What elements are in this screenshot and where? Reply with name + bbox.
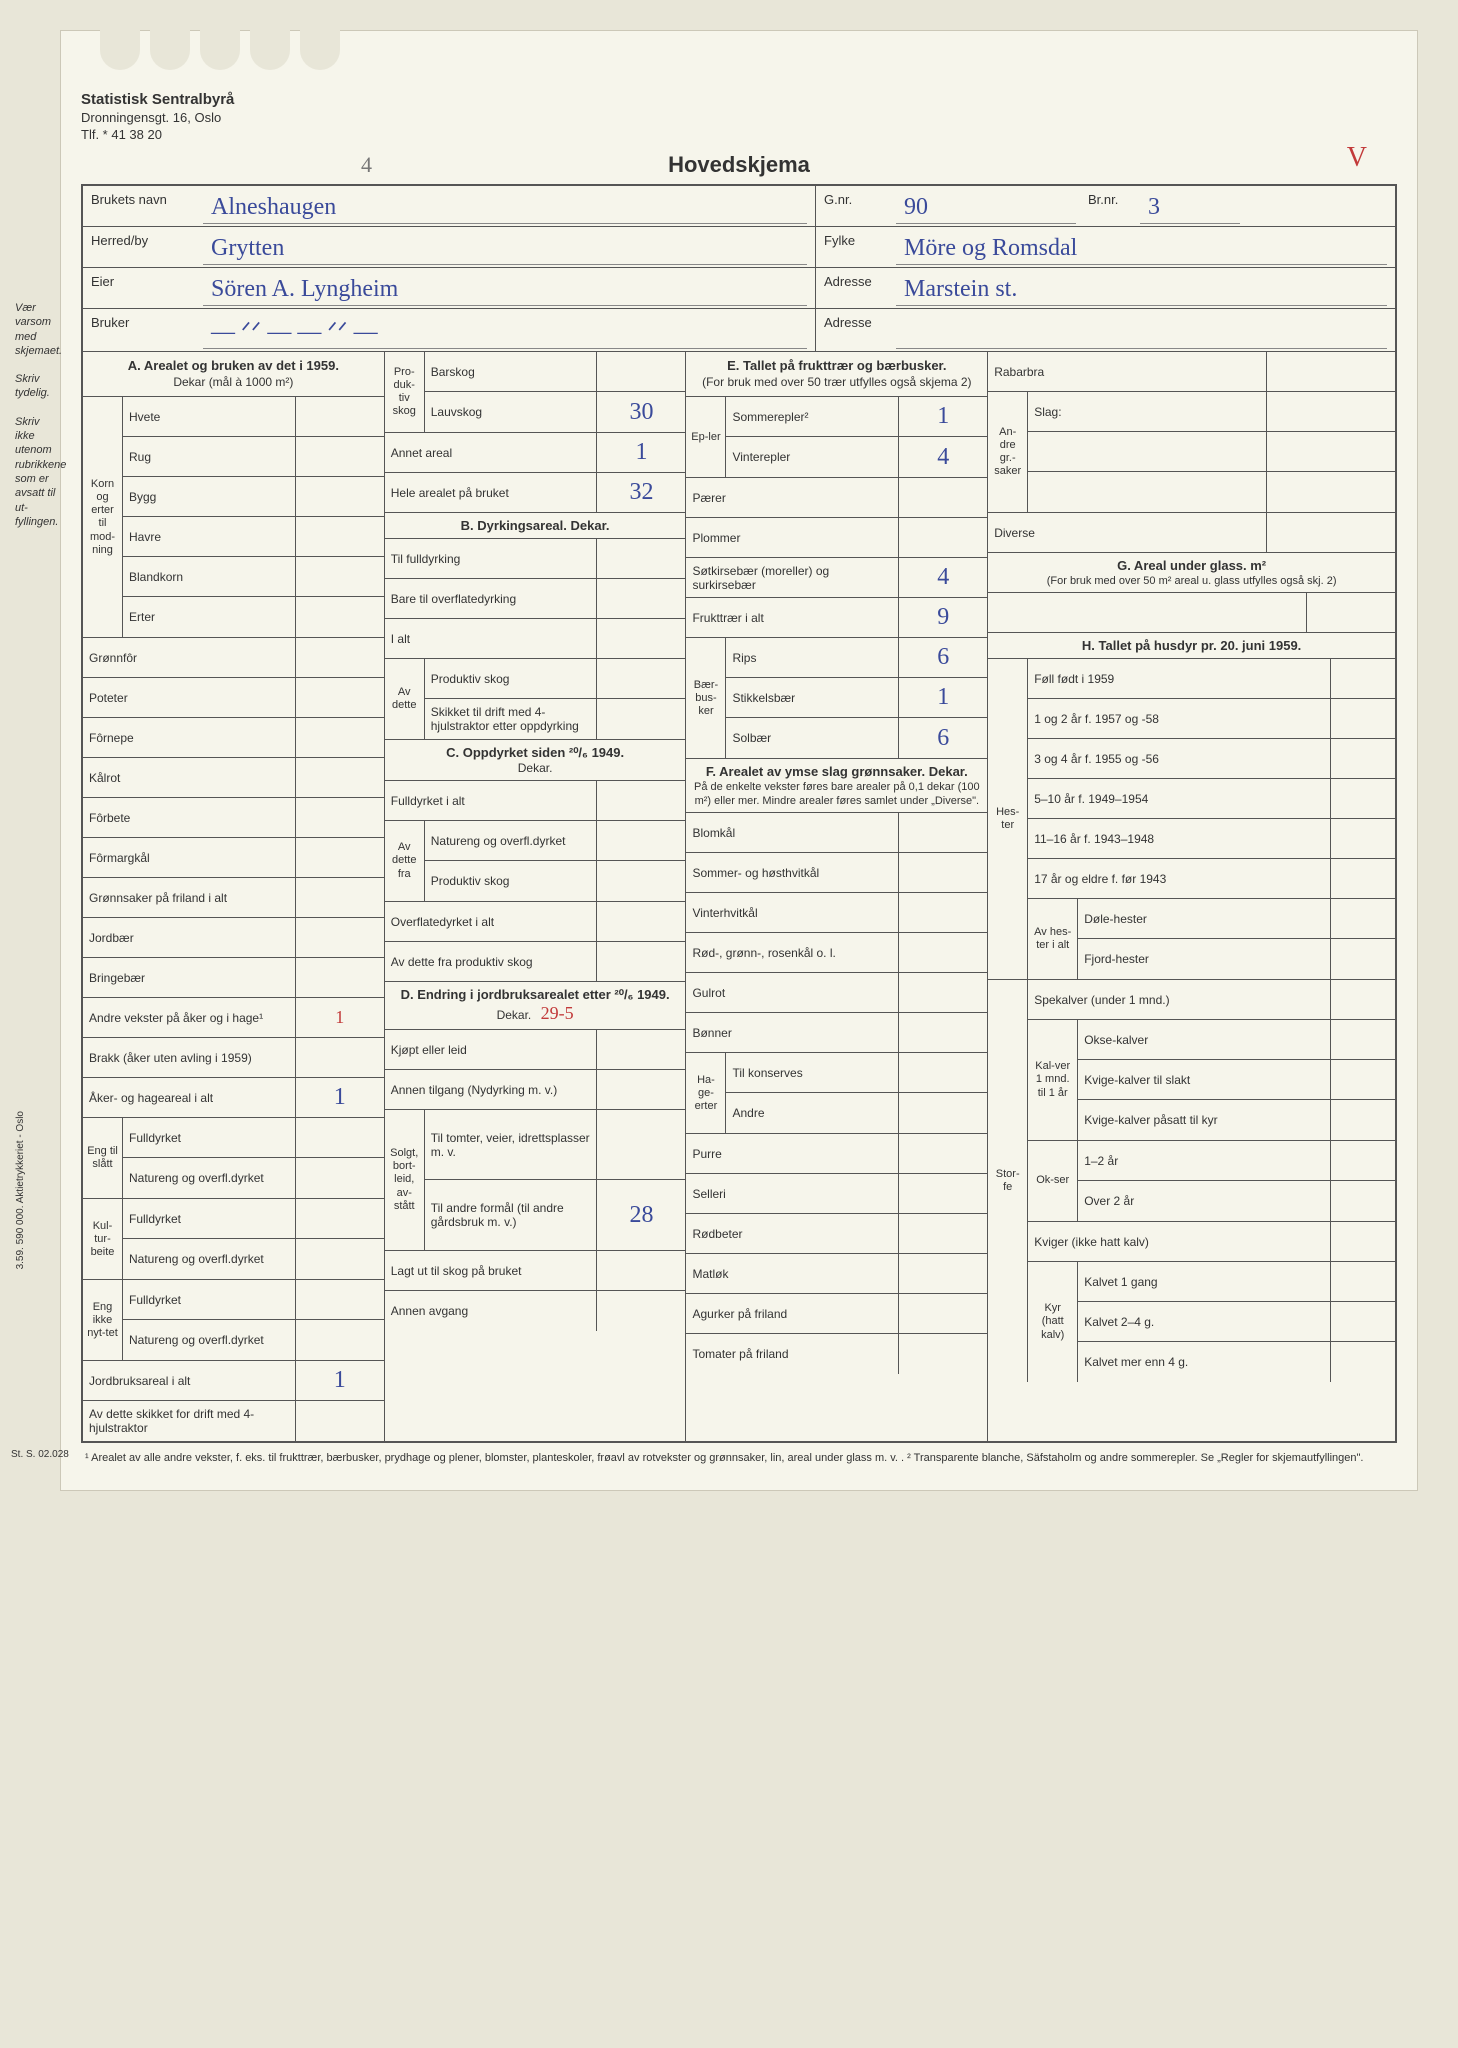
havre-label: Havre [123, 517, 296, 556]
gronnfor-label: Grønnfôr [83, 638, 296, 677]
bruker-label: Bruker [83, 309, 203, 351]
korn-group-label: Korn og erter til mod-ning [83, 397, 123, 637]
bygg-value[interactable] [296, 477, 384, 516]
av-dette-4hjul-label: Av dette skikket for drift med 4-hjulstr… [83, 1401, 296, 1441]
print-code: 3.59. 590 000. Aktietrykkeriet - Oslo [15, 1111, 26, 1269]
aker-hage-label: Åker- og hageareal i alt [83, 1078, 296, 1117]
page-title: Hovedskjema [668, 152, 810, 177]
eng-ikke-label: Eng ikke nyt-tet [83, 1280, 123, 1360]
rips-value[interactable]: 6 [899, 638, 987, 677]
herred-value[interactable]: Grytten [203, 231, 807, 265]
hele-areal-value[interactable]: 32 [597, 473, 685, 512]
eng-slatt-label: Eng til slått [83, 1118, 123, 1198]
hvete-label: Hvete [123, 397, 296, 436]
blandkorn-value[interactable] [296, 557, 384, 596]
andre-vekster-label: Andre vekster på åker og i hage¹ [83, 998, 296, 1037]
section-f-head: F. Arealet av ymse slag grønnsaker. Deka… [686, 759, 987, 813]
fylke-value[interactable]: Möre og Romsdal [896, 231, 1387, 265]
jordbaer-label: Jordbær [83, 918, 296, 957]
hvete-value[interactable] [296, 397, 384, 436]
bringebaer-label: Bringebær [83, 958, 296, 997]
section-h-head: H. Tallet på husdyr pr. 20. juni 1959. [988, 633, 1395, 659]
kirsebaer-value[interactable]: 4 [899, 558, 987, 597]
jordbruksareal-value[interactable]: 1 [296, 1361, 384, 1400]
erter-label: Erter [123, 597, 296, 637]
stikkelsbaer-value[interactable]: 1 [899, 678, 987, 717]
fornepe-label: Fôrnepe [83, 718, 296, 757]
pencil-4: 4 [361, 152, 372, 178]
side-note-3: Skriv ikke utenom rubrikkene som er avsa… [15, 415, 59, 529]
prod-skog-label: Pro-duk-tiv skog [385, 352, 425, 432]
section-a-head: A. Arealet og bruken av det i 1959. Deka… [83, 352, 384, 397]
aker-hage-value[interactable]: 1 [296, 1078, 384, 1117]
kultur-beite-label: Kul-tur-beite [83, 1199, 123, 1279]
andre-vekster-value[interactable]: 1 [296, 998, 384, 1037]
solbaer-value[interactable]: 6 [899, 718, 987, 758]
gnr-label: G.nr. [816, 186, 896, 226]
herred-label: Herred/by [83, 227, 203, 267]
erter-value[interactable] [296, 597, 384, 637]
sommerepler-value[interactable]: 1 [899, 397, 987, 436]
bygg-label: Bygg [123, 477, 296, 516]
annet-areal-value[interactable]: 1 [597, 433, 685, 472]
brnr-label: Br.nr. [1084, 186, 1140, 226]
blandkorn-label: Blandkorn [123, 557, 296, 596]
org-addr1: Dronningensgt. 16, Oslo [81, 110, 1397, 125]
fylke-label: Fylke [816, 227, 896, 267]
jordbruksareal-label: Jordbruksareal i alt [83, 1361, 296, 1400]
rug-value[interactable] [296, 437, 384, 476]
gronn-friland-label: Grønnsaker på friland i alt [83, 878, 296, 917]
red-date: 29-5 [541, 1003, 574, 1023]
red-checkmark: V [1347, 142, 1367, 174]
st-code: St. S. 02.028 [11, 1449, 69, 1460]
section-g-head: G. Areal under glass. m²(For bruk med ov… [988, 553, 1395, 593]
poteter-label: Poteter [83, 678, 296, 717]
form-frame: Brukets navn Alneshaugen G.nr. 90 Br.nr.… [81, 184, 1397, 1443]
frukt-ialt-value[interactable]: 9 [899, 598, 987, 637]
org-addr2: Tlf. * 41 38 20 [81, 127, 1397, 142]
bruker-value[interactable]: — ᐟᐟ — — ᐟᐟ — [203, 313, 807, 349]
footnote: ¹ Arealet av alle andre vekster, f. eks.… [81, 1443, 1397, 1469]
section-b-head: B. Dyrkingsareal. Dekar. [385, 513, 686, 539]
brukets-navn-label: Brukets navn [83, 186, 203, 226]
brukets-navn-value[interactable]: Alneshaugen [203, 190, 807, 224]
rug-label: Rug [123, 437, 296, 476]
eier-value[interactable]: Sören A. Lyngheim [203, 272, 807, 306]
org-name: Statistisk Sentralbyrå [81, 91, 1397, 108]
side-note-1: Vær varsom med skjemaet. [15, 301, 59, 358]
brnr-value[interactable]: 3 [1140, 190, 1240, 224]
lauvskog-value[interactable]: 30 [597, 392, 685, 432]
adresse-value[interactable]: Marstein st. [896, 272, 1387, 306]
havre-value[interactable] [296, 517, 384, 556]
adresse2-value[interactable] [896, 313, 1387, 349]
side-instructions: Vær varsom med skjemaet. Skriv tydelig. … [15, 301, 59, 543]
adresse-label: Adresse [816, 268, 896, 308]
formargkal-label: Fôrmargkål [83, 838, 296, 877]
brakk-label: Brakk (åker uten avling i 1959) [83, 1038, 296, 1077]
section-c-head: C. Oppdyrket siden ²⁰/₆ 1949.Dekar. [385, 740, 686, 781]
section-d-head: D. Endring i jordbruksarealet etter ²⁰/₆… [385, 982, 686, 1030]
side-note-2: Skriv tydelig. [15, 372, 59, 401]
section-e-head: E. Tallet på frukttrær og bærbusker.(For… [686, 352, 987, 397]
kalrot-label: Kålrot [83, 758, 296, 797]
vinterepler-value[interactable]: 4 [899, 437, 987, 477]
andre-formal-value[interactable]: 28 [597, 1180, 685, 1250]
forbete-label: Fôrbete [83, 798, 296, 837]
adresse2-label: Adresse [816, 309, 896, 351]
eier-label: Eier [83, 268, 203, 308]
gnr-value[interactable]: 90 [896, 190, 1076, 224]
